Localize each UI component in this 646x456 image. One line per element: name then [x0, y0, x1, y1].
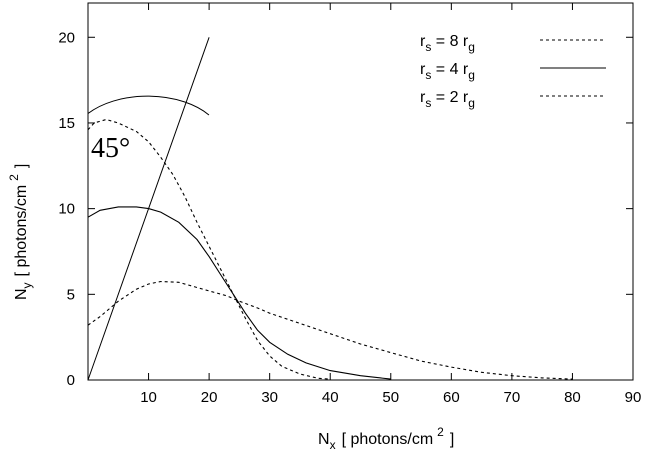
x-tick-label: 70 [504, 389, 521, 406]
y-tick-label: 20 [58, 29, 75, 46]
y-tick-label: 5 [67, 286, 75, 303]
series-line-1 [87, 280, 573, 380]
x-tick-label: 30 [261, 389, 278, 406]
legend-label-1: rs = 8 rg [420, 33, 475, 54]
x-tick-label: 50 [382, 389, 399, 406]
y-tick-label: 10 [58, 201, 75, 218]
legend: rs = 8 rg rs = 4 rg rs = 2 rg [420, 33, 606, 110]
legend-label-3: rs = 2 rg [420, 89, 475, 110]
x-tick-label: 40 [322, 389, 339, 406]
series-line-2 [87, 206, 391, 380]
plot-frame [87, 2, 634, 381]
angle-arc [87, 95, 210, 116]
x-tick-label: 20 [201, 389, 218, 406]
axis-tick-labels: 0 5 10 15 20 10 20 30 40 50 60 70 80 90 [58, 29, 641, 406]
series-line-3 [87, 118, 331, 380]
x-tick-label: 80 [564, 389, 581, 406]
x-axis-label: Nx[ photons/cm 2] [318, 425, 454, 452]
x-tick-label: 60 [443, 389, 460, 406]
y-tick-label: 15 [58, 115, 75, 132]
data-series [87, 118, 573, 380]
legend-label-2: rs = 4 rg [420, 61, 475, 82]
x-tick-label: 10 [140, 389, 157, 406]
angle-label: 45° [91, 133, 130, 164]
y-tick-label: 0 [67, 372, 75, 389]
axis-ticks [88, 3, 634, 381]
y-axis-label: Ny[ photons/cm2] [7, 164, 34, 300]
x-tick-label: 90 [625, 389, 642, 406]
